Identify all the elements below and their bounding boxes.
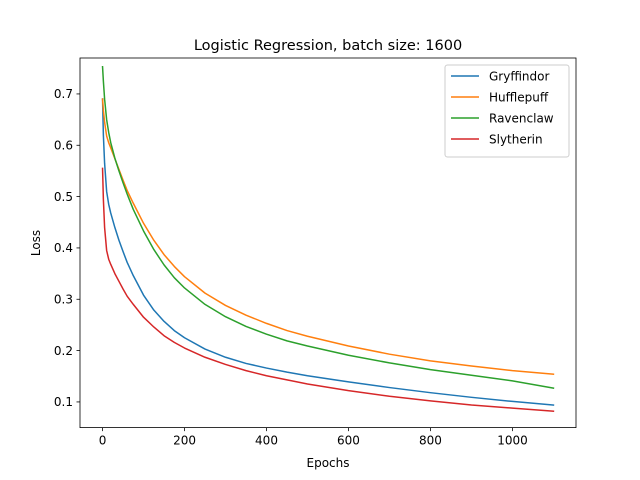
series-line-hufflepuff <box>101 98 555 376</box>
legend-label-ravenclaw: Ravenclaw <box>489 111 554 125</box>
x-tick-label: 400 <box>255 434 278 448</box>
x-axis-label: Epochs <box>307 456 350 470</box>
chart-title: Logistic Regression, batch size: 1600 <box>194 38 462 54</box>
y-tick-label: 0.7 <box>54 87 73 101</box>
y-tick-label: 0.3 <box>54 293 73 307</box>
y-tick-label: 0.1 <box>54 395 73 409</box>
x-tick-label: 0 <box>99 434 107 448</box>
y-axis-ticks: 0.1 0.2 0.3 0.4 0.5 0.6 0.7 <box>54 87 80 409</box>
x-tick-label: 600 <box>337 434 360 448</box>
legend-label-gryffindor: Gryffindor <box>489 69 550 83</box>
legend-box <box>444 64 570 158</box>
legend-label-hufflepuff: Hufflepuff <box>489 90 549 104</box>
x-axis-ticks: 0 200 400 600 800 1000 <box>99 427 528 448</box>
series-line-ravenclaw <box>101 65 555 389</box>
x-tick-label: 1000 <box>497 434 528 448</box>
series-layer <box>101 65 555 412</box>
y-tick-label: 0.4 <box>54 241 73 255</box>
legend-label-slytherin: Slytherin <box>489 132 543 146</box>
y-tick-label: 0.6 <box>54 139 73 153</box>
series-line-gryffindor <box>101 98 555 406</box>
legend: Gryffindor Hufflepuff Ravenclaw Slytherin <box>444 64 570 158</box>
x-tick-label: 800 <box>419 434 442 448</box>
x-tick-label: 200 <box>173 434 196 448</box>
y-tick-label: 0.5 <box>54 190 73 204</box>
series-line-slytherin <box>101 167 555 412</box>
y-tick-label: 0.2 <box>54 344 73 358</box>
y-axis-label: Loss <box>29 230 43 256</box>
plot-area-frame <box>79 57 577 429</box>
